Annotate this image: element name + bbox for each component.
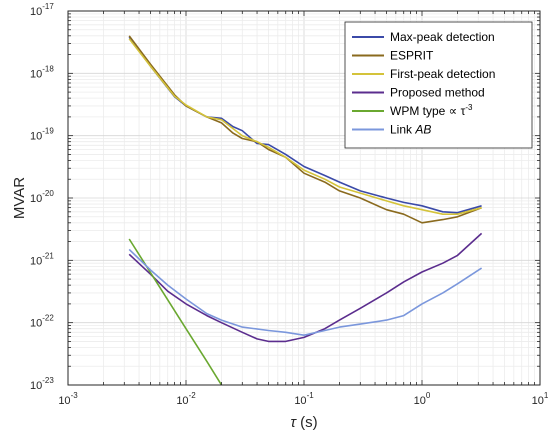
- x-tick-label: 10-2: [176, 391, 196, 407]
- legend-entry: First-peak detection: [390, 67, 495, 81]
- series-line-5: [128, 238, 223, 386]
- x-tick-label: 101: [532, 391, 549, 407]
- y-axis-label: MVAR: [11, 177, 28, 219]
- legend-entry: Link AB: [390, 123, 431, 137]
- series-lines: [128, 35, 483, 386]
- legend-entry: ESPRIT: [390, 49, 434, 63]
- legend-entry: Max-peak detection: [390, 30, 495, 44]
- grid: [67, 11, 540, 386]
- y-tick-label: 10-18: [30, 64, 54, 80]
- y-tick-label: 10-22: [30, 314, 54, 330]
- series-line-6: [128, 248, 483, 336]
- x-axis-label: τ (s): [290, 414, 317, 431]
- x-tick-label: 100: [414, 391, 431, 407]
- y-tick-label: 10-21: [30, 251, 54, 267]
- tick-labels: 10-3 10-2 10-1 100 101 10-23 10-22 10-21 10-20 10…: [30, 2, 549, 407]
- y-tick-label: 10-23: [30, 376, 54, 392]
- series-line-3: [128, 38, 482, 215]
- y-tick-label: 10-17: [30, 2, 54, 18]
- legend-entry: WPM type ∝ τ-3: [390, 103, 473, 118]
- x-tick-label: 10-3: [58, 391, 78, 407]
- x-tick-label: 10-1: [294, 391, 314, 407]
- series-line-4: [128, 232, 483, 343]
- legend-entry: Proposed method: [390, 86, 485, 100]
- legend: Max-peak detection ESPRIT First-peak detec…: [344, 21, 533, 149]
- axis-ticks: [67, 10, 541, 386]
- legend-box: [344, 21, 533, 149]
- y-tick-label: 10-20: [30, 189, 54, 205]
- y-tick-label: 10-19: [30, 127, 54, 143]
